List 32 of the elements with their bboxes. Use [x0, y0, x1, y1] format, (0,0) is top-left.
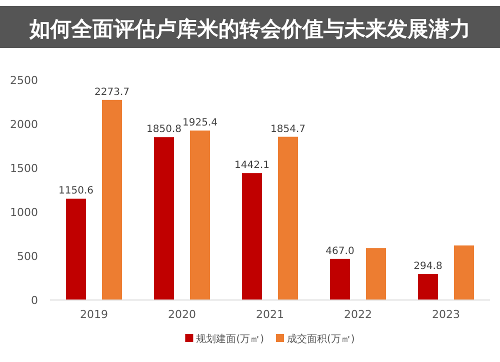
data-label: 1150.6 [58, 186, 94, 197]
y-tick-label: 1000 [10, 206, 38, 219]
y-tick-label: 2500 [10, 74, 38, 87]
bar [66, 198, 86, 300]
bar [278, 136, 298, 300]
y-tick-label: 500 [17, 250, 38, 263]
y-tick-label: 2000 [10, 118, 38, 131]
data-label: 1925.4 [182, 118, 218, 129]
y-tick-label: 0 [31, 294, 38, 307]
bar [190, 130, 210, 300]
bar [242, 173, 262, 300]
x-tick-label: 2020 [168, 308, 196, 321]
x-tick-label: 2021 [256, 308, 284, 321]
x-tick-label: 2019 [80, 308, 108, 321]
data-label: 467.0 [326, 246, 354, 257]
bar [330, 258, 350, 300]
bar [102, 100, 122, 300]
legend-label: 成交面积(万㎡) [287, 333, 355, 345]
data-label: 1442.1 [234, 160, 270, 172]
x-tick-label: 2022 [344, 308, 372, 321]
chart-title: 如何全面评估卢库米的转会价值与未来发展潜力 [28, 17, 470, 41]
data-label: 294.8 [414, 261, 442, 272]
data-label: 1850.8 [146, 124, 182, 136]
y-tick-label: 1500 [10, 162, 38, 175]
legend-label: 规划建面(万㎡) [196, 333, 264, 345]
bar [154, 137, 174, 300]
bar [418, 274, 438, 300]
x-tick-label: 2023 [432, 308, 460, 321]
bar [454, 245, 474, 300]
data-label: 2273.7 [94, 86, 130, 98]
data-label: 1854.7 [270, 124, 306, 135]
bar [366, 248, 386, 300]
